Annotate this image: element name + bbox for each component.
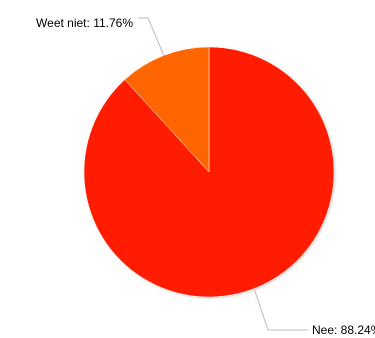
pie-slices [83, 46, 335, 298]
data-label-nee: Nee: 88.24% [312, 323, 375, 337]
slice-labels: Nee: 88.24% Weet niet: 11.76% [36, 16, 375, 337]
leader-line-nee [253, 288, 308, 331]
leader-line-weet-niet [138, 17, 165, 56]
leader-lines [138, 17, 308, 331]
data-label-weet-niet: Weet niet: 11.76% [36, 16, 133, 30]
